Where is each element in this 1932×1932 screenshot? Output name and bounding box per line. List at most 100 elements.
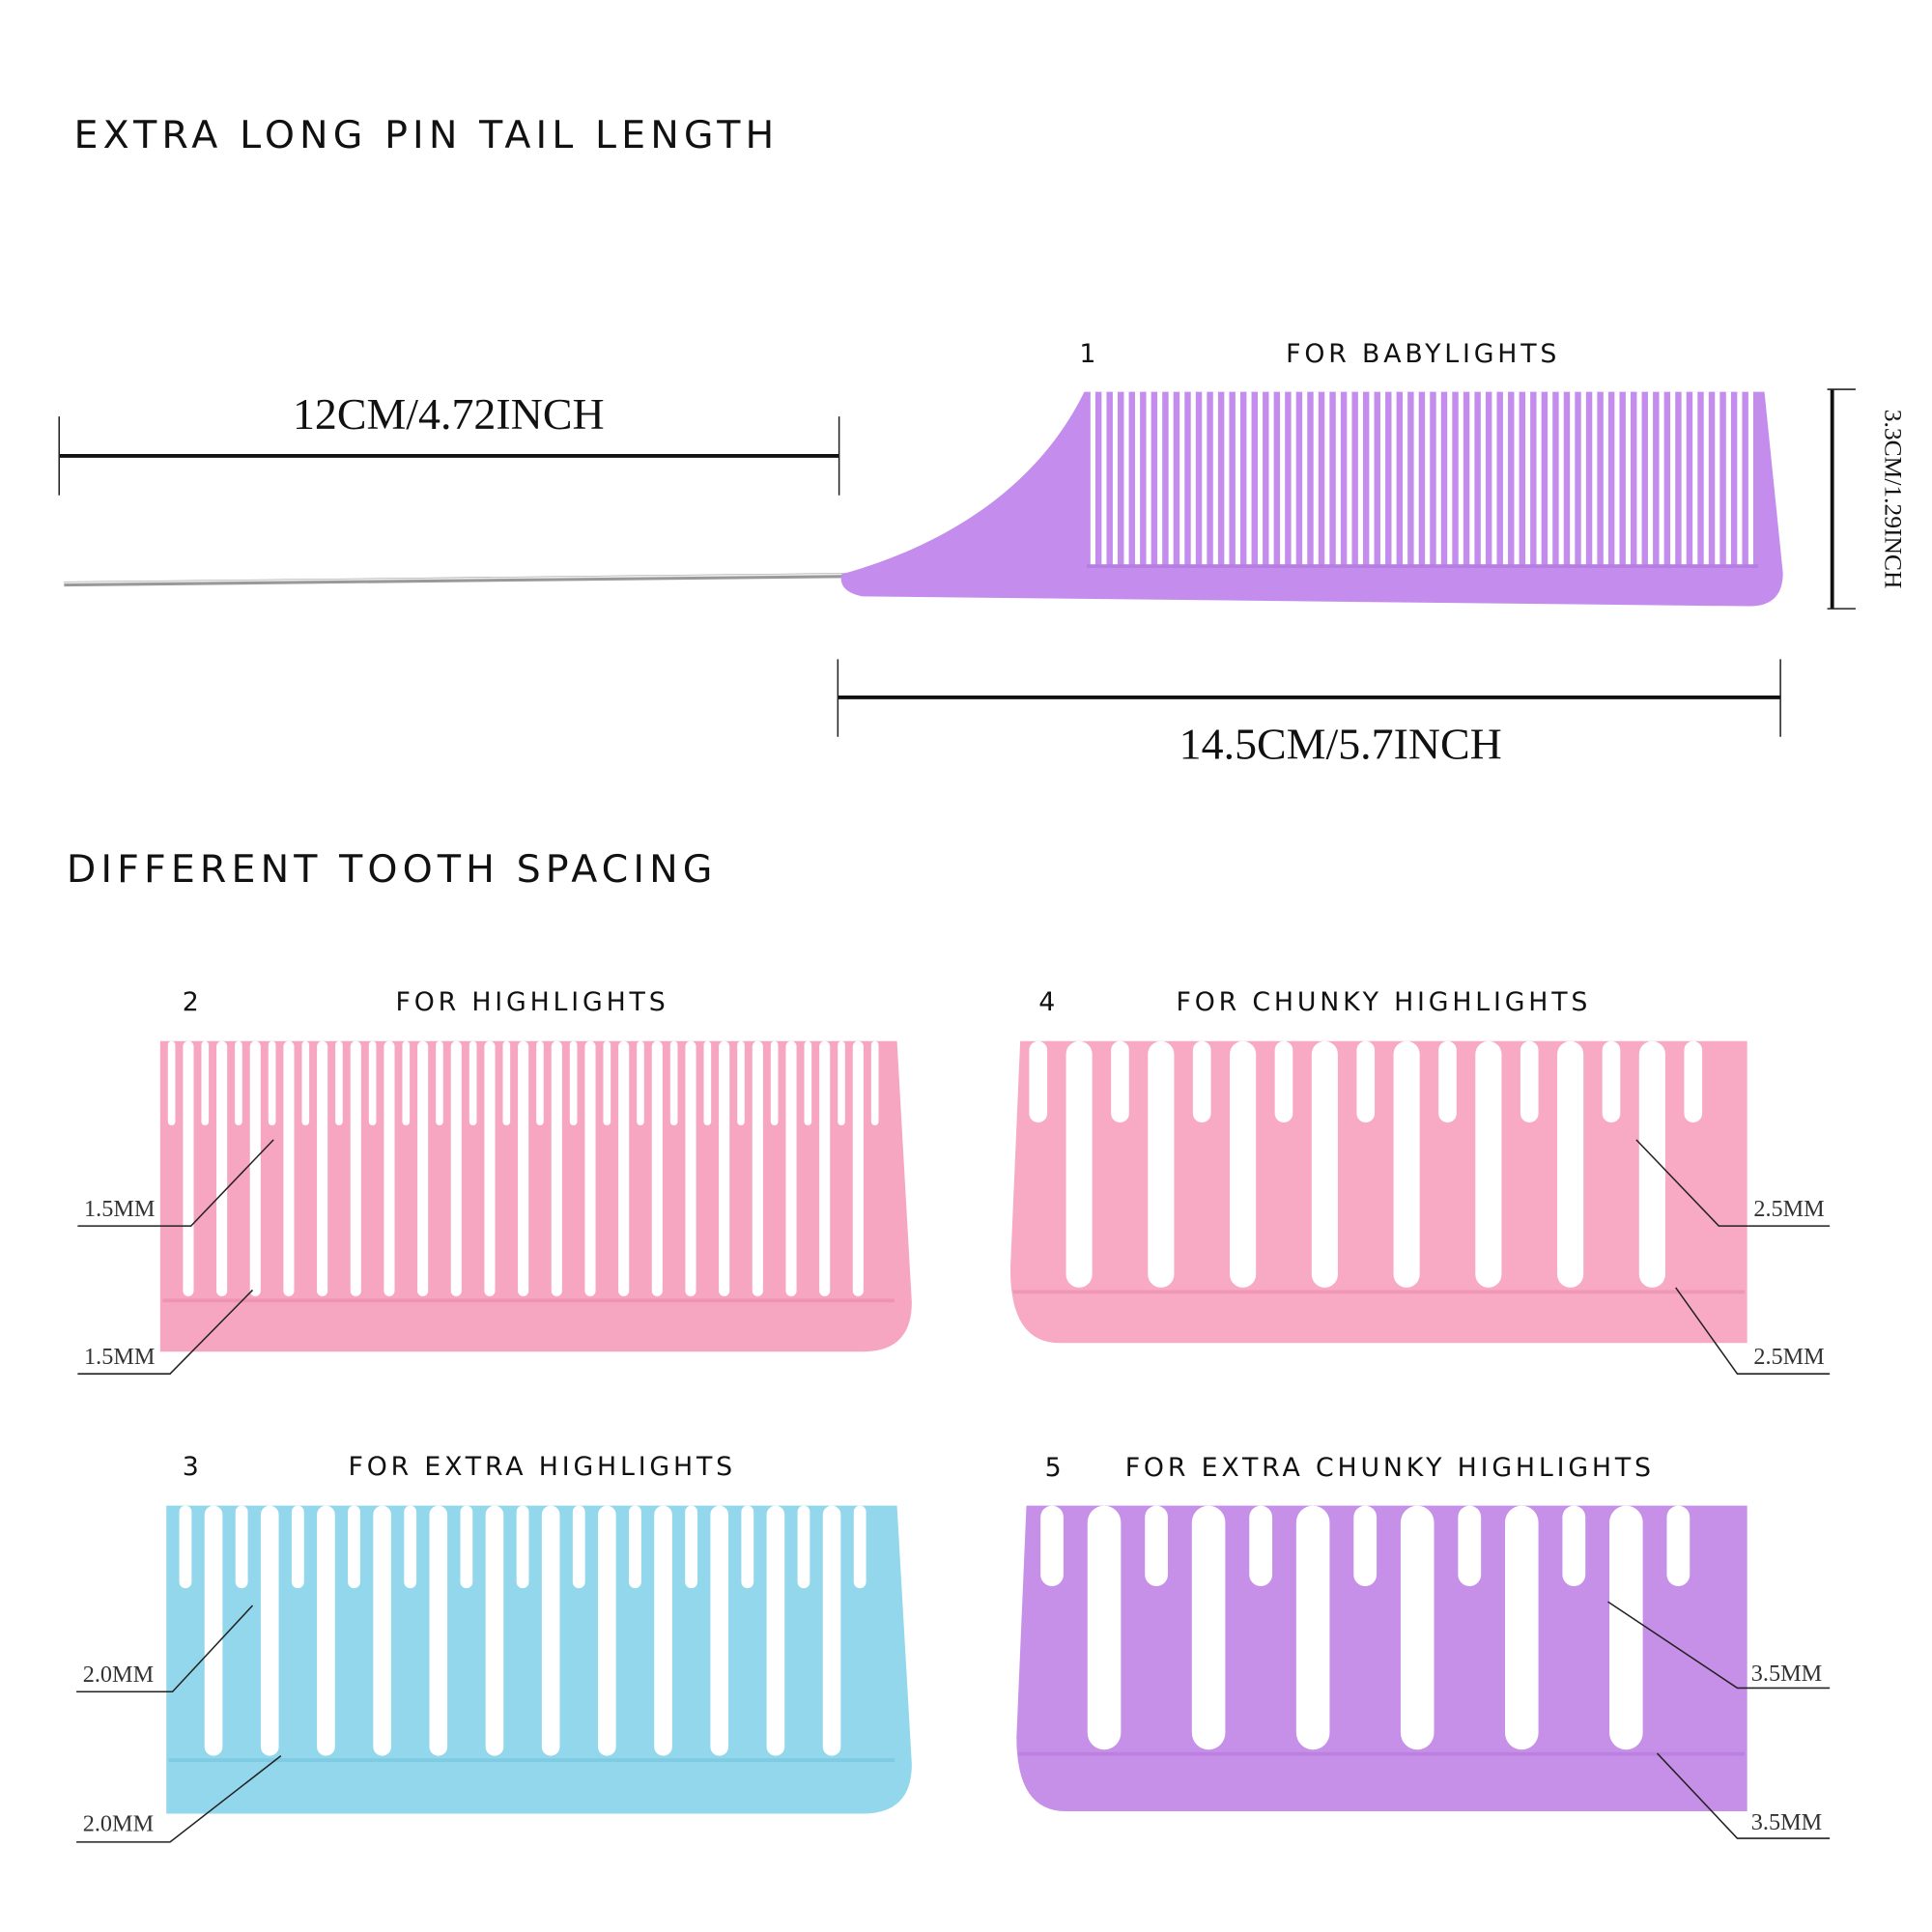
tooth-gap <box>1681 391 1687 567</box>
tooth-notch <box>201 1040 210 1125</box>
tooth-gap <box>1413 391 1419 567</box>
tooth-gap <box>1168 391 1174 567</box>
tooth-gap <box>1179 391 1185 567</box>
tooth-gap <box>1403 391 1408 567</box>
tooth-notch <box>536 1040 544 1125</box>
tooth-gap <box>1737 391 1743 567</box>
tooth-gap <box>1202 391 1208 567</box>
tooth-gap <box>317 1040 328 1296</box>
tooth-gap <box>1557 1040 1584 1288</box>
section-title: DIFFERENT TOOTH SPACING <box>67 847 718 892</box>
tooth-notch <box>572 1505 585 1589</box>
leader-line <box>76 1754 282 1843</box>
tooth-gap <box>1525 391 1531 567</box>
tooth-gap <box>1324 391 1330 567</box>
tooth-gap <box>1625 391 1632 567</box>
tooth-gap <box>1090 391 1095 567</box>
tooth-notch <box>235 1505 248 1589</box>
tail-comb-body <box>840 391 1783 607</box>
pin-tail <box>64 573 851 587</box>
tooth-gap <box>1435 391 1441 567</box>
tooth-notch <box>268 1040 276 1125</box>
tooth-notch <box>179 1505 192 1589</box>
tooth-gap <box>1480 391 1486 567</box>
tooth-notch <box>1353 1505 1378 1587</box>
tooth-notch <box>1040 1505 1064 1587</box>
tooth-notch <box>703 1040 712 1125</box>
tooth-gap <box>1190 391 1196 567</box>
tooth-gap <box>651 1040 663 1296</box>
tooth-gap <box>1514 391 1520 567</box>
tooth-gap <box>1492 391 1497 567</box>
tooth-gap <box>484 1040 496 1296</box>
tooth-gap <box>384 1040 395 1296</box>
tooth-notch <box>516 1505 529 1589</box>
tooth-spacing-combs: 2 FOR HIGHLIGHTS 1.5MM 1.5MM 4 FOR CHUNKY HIG… <box>76 987 1831 1843</box>
tooth-notch <box>770 1040 779 1125</box>
tooth-gap <box>598 1505 616 1756</box>
comb-label: FOR EXTRA HIGHLIGHTS <box>348 1452 735 1482</box>
tooth-gap <box>204 1505 223 1756</box>
tooth-gap <box>1400 1505 1435 1750</box>
tooth-notch <box>603 1040 611 1125</box>
tooth-notch <box>797 1505 810 1589</box>
tooth-gap <box>1747 391 1753 567</box>
tooth-gap <box>373 1505 391 1756</box>
tooth-gap <box>1302 391 1308 567</box>
tooth-gap <box>584 1040 596 1296</box>
comb-ridge <box>1018 1751 1746 1756</box>
tooth-gap <box>1458 391 1463 567</box>
tooth-notch <box>1562 1505 1586 1587</box>
comb-ridge <box>162 1298 895 1303</box>
tooth-gap <box>1313 391 1319 567</box>
tooth-gap <box>1609 1505 1643 1750</box>
tooth-notch <box>1520 1040 1539 1122</box>
tooth-gap <box>1087 1505 1122 1750</box>
spacing-label: 2.5MM <box>1753 1344 1824 1370</box>
tooth-gap <box>1224 391 1230 567</box>
tooth-gap <box>1191 1505 1226 1750</box>
tooth-gap <box>1504 1505 1539 1750</box>
tooth-gap <box>618 1040 630 1296</box>
spacing-label: 2.5MM <box>1753 1196 1824 1222</box>
tooth-gap <box>1268 391 1274 567</box>
tooth-notch <box>402 1040 411 1125</box>
leader-line <box>1675 1287 1831 1375</box>
tooth-gap <box>260 1505 279 1756</box>
tooth-gap <box>1580 391 1586 567</box>
tooth-notch <box>1029 1040 1048 1122</box>
tooth-gap <box>1311 1040 1338 1288</box>
tooth-gap <box>1670 391 1676 567</box>
tooth-gap <box>766 1505 785 1756</box>
tooth-gap <box>1447 391 1453 567</box>
tooth-gap <box>1369 391 1375 567</box>
tooth-notch <box>335 1040 343 1125</box>
tooth-gap <box>1536 391 1542 567</box>
tooth-notch <box>1438 1040 1457 1122</box>
tooth-notch <box>741 1505 754 1589</box>
tooth-gap <box>429 1505 448 1756</box>
tooth-notch <box>1274 1040 1293 1122</box>
tooth-gap <box>450 1040 462 1296</box>
leader-line <box>1635 1139 1831 1227</box>
tooth-gap <box>1393 1040 1420 1288</box>
tooth-gap <box>1357 391 1363 567</box>
spacing-label: 2.0MM <box>83 1662 154 1688</box>
tooth-gap <box>1148 1040 1175 1288</box>
tooth-gap <box>1469 391 1475 567</box>
tooth-notch <box>368 1040 377 1125</box>
tooth-notch <box>291 1505 304 1589</box>
tooth-notch <box>1145 1505 1168 1587</box>
tooth-notch <box>1111 1040 1129 1122</box>
spacing-label: 1.5MM <box>84 1196 155 1222</box>
leader-line <box>77 1289 254 1375</box>
tooth-gap <box>852 1040 864 1296</box>
tooth-gap <box>1725 391 1731 567</box>
tooth-gap <box>1475 1040 1502 1288</box>
tooth-gap <box>1558 391 1564 567</box>
tooth-gap <box>1246 391 1252 567</box>
tooth-gap <box>1379 391 1386 567</box>
tooth-notch <box>637 1040 644 1125</box>
